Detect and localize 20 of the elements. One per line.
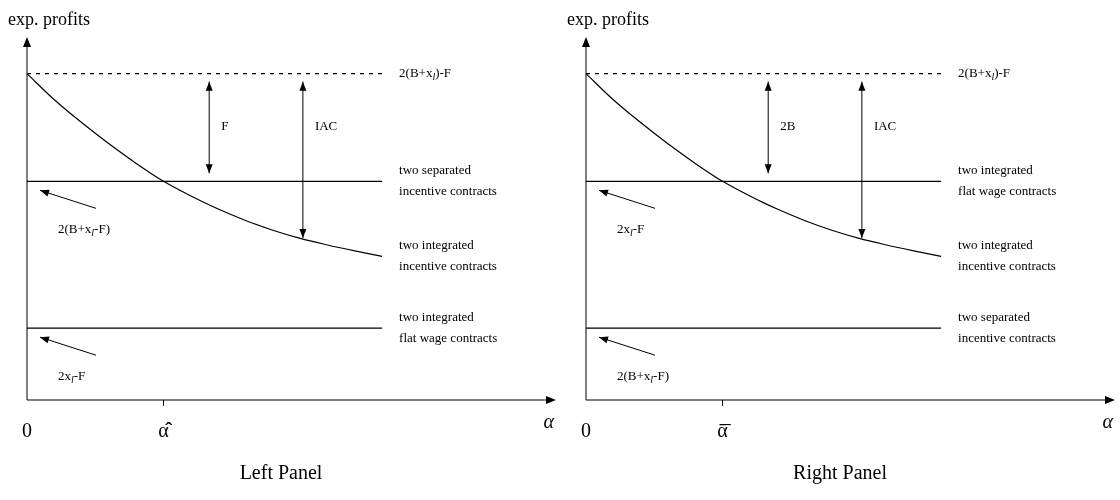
series-label: two separated incentive contracts [399, 162, 497, 199]
series-label: two separated incentive contracts [958, 309, 1056, 346]
annotation: F [221, 118, 229, 134]
series-label: two integrated incentive contracts [399, 237, 497, 274]
y-axis-title: exp. profits [8, 8, 90, 29]
series-label: two integrated flat wage contracts [399, 309, 498, 346]
annotation: 2B [780, 118, 796, 134]
x-tick-label: 0 [581, 419, 591, 442]
text: Left Panel [239, 461, 323, 484]
annotation: IAC [873, 118, 897, 134]
y-axis-title: exp. profits [567, 8, 649, 29]
x-axis-title: α [1102, 410, 1114, 433]
x-tick-label: ᾱ̄ [717, 419, 732, 442]
annotation: IAC [314, 118, 338, 134]
x-axis-title: α [543, 410, 555, 433]
x-tick-label: α̂̂ [158, 419, 173, 442]
series-label: two integrated incentive contracts [958, 237, 1056, 274]
series-label: two integrated flat wage contracts [958, 162, 1057, 199]
x-tick-label: 0 [22, 419, 32, 442]
text: Right Panel [793, 461, 888, 485]
